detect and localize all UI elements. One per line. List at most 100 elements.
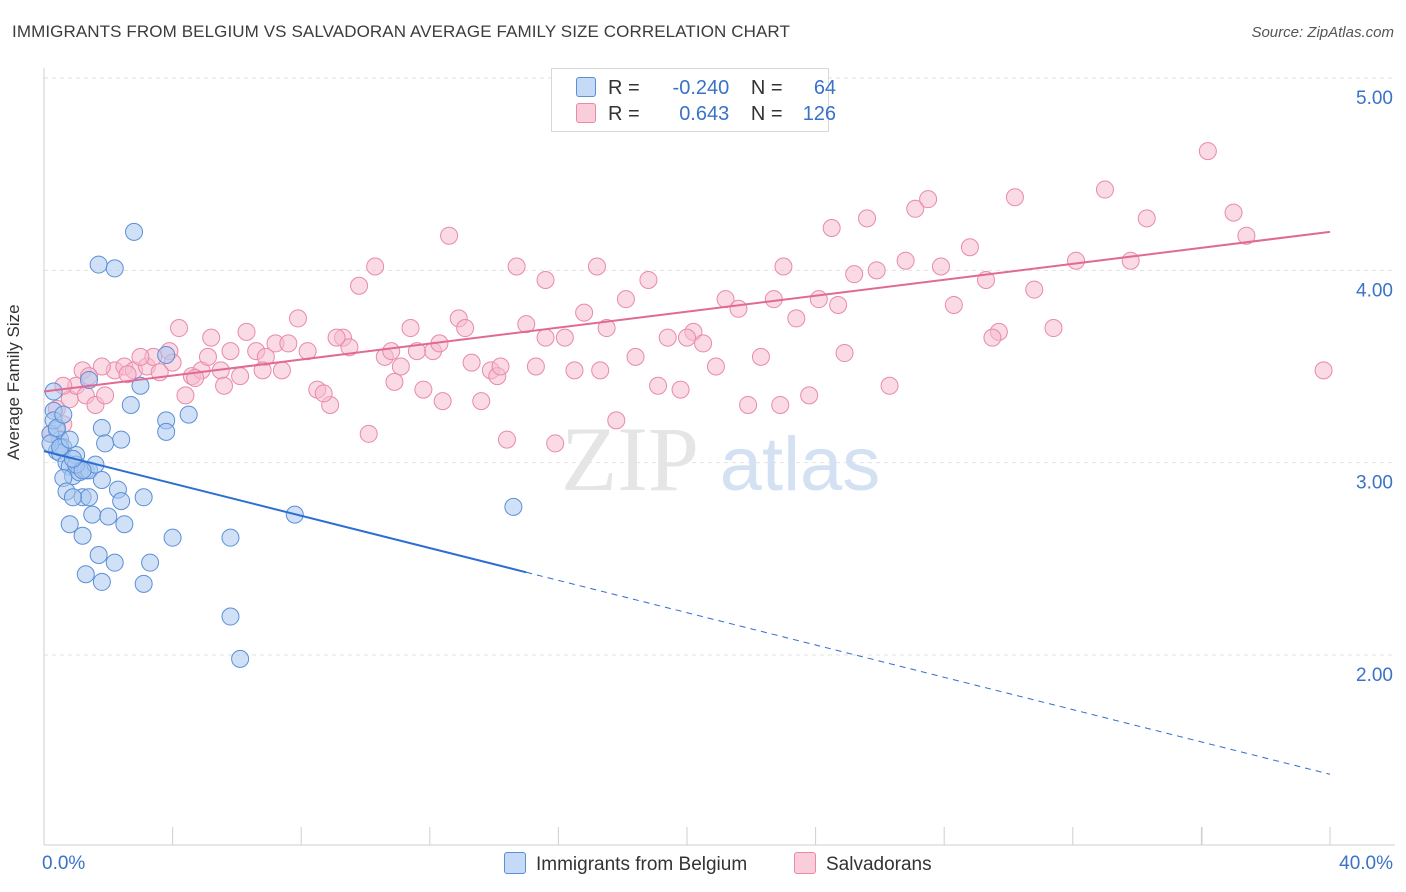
- bottom-swatch-blue: [504, 852, 526, 874]
- salvadoran-point: [565, 361, 584, 380]
- belgium-point: [131, 376, 150, 395]
- salvadoran-point: [462, 353, 481, 372]
- salvadoran-point: [1005, 188, 1024, 207]
- salvadoran-point: [215, 376, 234, 395]
- salvadoran-point: [906, 199, 925, 218]
- salvadoran-point: [575, 303, 594, 322]
- belgium-trend-extension: [526, 571, 1331, 775]
- belgium-point: [125, 222, 144, 241]
- salvadoran-point: [231, 367, 250, 386]
- salvadoran-point: [1137, 209, 1156, 228]
- salvadoran-point: [809, 290, 828, 309]
- x-tick-label-max: 40.0%: [1339, 853, 1393, 874]
- belgium-point: [60, 515, 79, 534]
- salvadoran-point: [279, 334, 298, 353]
- source-label: Source: ZipAtlas.com: [1251, 24, 1394, 41]
- belgium-point: [504, 497, 523, 516]
- salvadoran-point: [858, 209, 877, 228]
- salvadoran-point: [896, 251, 915, 270]
- salvadoran-point: [774, 257, 793, 276]
- belgium-point: [115, 515, 134, 534]
- belgium-point: [89, 255, 108, 274]
- salvadoran-point: [382, 342, 401, 361]
- belgium-point: [54, 405, 73, 424]
- y-axis-label: Average Family Size: [4, 304, 23, 460]
- belgium-point: [112, 430, 131, 449]
- salvadoran-point: [366, 257, 385, 276]
- belgium-point: [134, 488, 153, 507]
- watermark-zip: ZIP: [561, 408, 699, 510]
- belgium-point: [105, 553, 124, 572]
- salvadoran-point: [1314, 361, 1333, 380]
- salvadoran-point: [497, 430, 516, 449]
- salvadoran-point: [414, 380, 433, 399]
- salvadoran-point: [835, 344, 854, 363]
- salvadorans-points: [41, 142, 1333, 453]
- salvadoran-point: [931, 257, 950, 276]
- salvadoran-point: [198, 347, 217, 366]
- salvadoran-point: [440, 226, 459, 245]
- tick-labels: 2.00 3.00 4.00 5.00 0.0% 40.0%: [42, 88, 1393, 874]
- belgium-point: [105, 259, 124, 278]
- belgium-point: [221, 528, 240, 547]
- belgium-point: [83, 505, 102, 524]
- salvadoran-point: [314, 384, 333, 403]
- salvadoran-point: [616, 290, 635, 309]
- belgium-point: [141, 553, 160, 572]
- belgium-points: [41, 222, 523, 668]
- salvadoran-point: [237, 322, 256, 341]
- salvadoran-point: [555, 328, 574, 347]
- salvadoran-point: [1224, 203, 1243, 222]
- salvadoran-point: [340, 338, 359, 357]
- x-tick-label-min: 0.0%: [42, 853, 85, 874]
- y-tick-label: 3.00: [1356, 473, 1393, 494]
- bottom-legend-salvadorans: Salvadorans: [794, 852, 932, 876]
- salvadoran-point: [678, 328, 696, 347]
- belgium-point: [92, 419, 111, 438]
- belgium-trend-line: [43, 450, 527, 574]
- salvadoran-point: [131, 347, 150, 366]
- salvadoran-point: [944, 295, 963, 314]
- salvadoran-point: [671, 380, 690, 399]
- salvadoran-point: [456, 319, 475, 338]
- salvadoran-point: [92, 357, 111, 376]
- salvadoran-point: [639, 270, 658, 289]
- salvadoran-point: [401, 319, 420, 338]
- belgium-point: [121, 395, 140, 414]
- salvadoran-point: [983, 328, 1002, 347]
- y-tick-label: 2.00: [1356, 665, 1393, 686]
- legend-row-belgium: R = -0.240 N = 64: [576, 77, 836, 101]
- belgium-point: [60, 430, 79, 449]
- salvadoran-point: [739, 395, 758, 414]
- salvadoran-point: [960, 238, 979, 257]
- salvadoran-point: [729, 299, 748, 318]
- salvadoran-point: [546, 434, 565, 453]
- r-value-salvadorans: 0.643: [679, 103, 730, 125]
- belgium-point: [112, 492, 131, 511]
- salvadoran-point: [706, 357, 725, 376]
- salvadoran-point: [536, 270, 555, 289]
- belgium-point: [231, 649, 250, 668]
- salvadoran-point: [1121, 251, 1140, 270]
- salvadoran-point: [771, 395, 790, 414]
- salvadoran-point: [407, 342, 426, 361]
- salvadoran-point: [288, 309, 307, 328]
- salvadoran-point: [1067, 251, 1086, 270]
- salvadoran-point: [919, 190, 938, 209]
- salvadoran-point: [433, 392, 452, 411]
- salvadoran-point: [517, 315, 536, 334]
- salvadoran-point: [591, 361, 610, 380]
- salvadoran-point: [350, 276, 369, 295]
- belgium-point: [63, 488, 82, 507]
- belgium-point: [73, 461, 92, 480]
- salvadoran-point: [170, 319, 189, 338]
- belgium-point: [89, 545, 108, 564]
- salvadoran-point: [626, 347, 645, 366]
- watermark-atlas: atlas: [720, 422, 881, 507]
- belgium-point: [157, 345, 176, 364]
- salvadoran-point: [118, 365, 137, 384]
- legend-swatch-blue: [576, 77, 596, 97]
- salvadoran-point: [272, 361, 291, 380]
- salvadoran-point: [1237, 226, 1256, 245]
